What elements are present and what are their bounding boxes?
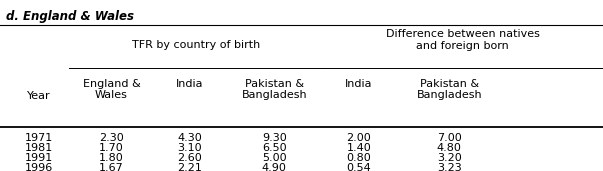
Text: 1991: 1991 (25, 153, 53, 163)
Text: England &
Wales: England & Wales (83, 79, 140, 100)
Text: 1.67: 1.67 (99, 163, 124, 171)
Text: Pakistan &
Bangladesh: Pakistan & Bangladesh (417, 79, 482, 100)
Text: 4.90: 4.90 (262, 163, 287, 171)
Text: 6.50: 6.50 (262, 143, 286, 153)
Text: 2.21: 2.21 (177, 163, 203, 171)
Text: Difference between natives
and foreign born: Difference between natives and foreign b… (386, 29, 540, 51)
Text: 2.00: 2.00 (346, 133, 371, 143)
Text: 1.70: 1.70 (99, 143, 124, 153)
Text: 1971: 1971 (25, 133, 53, 143)
Text: 9.30: 9.30 (262, 133, 287, 143)
Text: 0.54: 0.54 (346, 163, 371, 171)
Text: TFR by country of birth: TFR by country of birth (132, 40, 260, 50)
Text: Pakistan &
Bangladesh: Pakistan & Bangladesh (242, 79, 307, 100)
Text: 0.80: 0.80 (346, 153, 371, 163)
Text: India: India (176, 79, 204, 89)
Text: 2.60: 2.60 (177, 153, 203, 163)
Text: 4.30: 4.30 (177, 133, 203, 143)
Text: 3.23: 3.23 (437, 163, 462, 171)
Text: 3.20: 3.20 (437, 153, 462, 163)
Text: d. England & Wales: d. England & Wales (6, 10, 134, 23)
Text: India: India (345, 79, 373, 89)
Text: 7.00: 7.00 (437, 133, 462, 143)
Text: 1.80: 1.80 (99, 153, 124, 163)
Text: 1981: 1981 (25, 143, 53, 153)
Text: 2.30: 2.30 (99, 133, 124, 143)
Text: 5.00: 5.00 (262, 153, 286, 163)
Text: 3.10: 3.10 (178, 143, 202, 153)
Text: 1.40: 1.40 (346, 143, 371, 153)
Text: Year: Year (27, 91, 51, 101)
Text: 1996: 1996 (25, 163, 53, 171)
Text: 4.80: 4.80 (437, 143, 462, 153)
